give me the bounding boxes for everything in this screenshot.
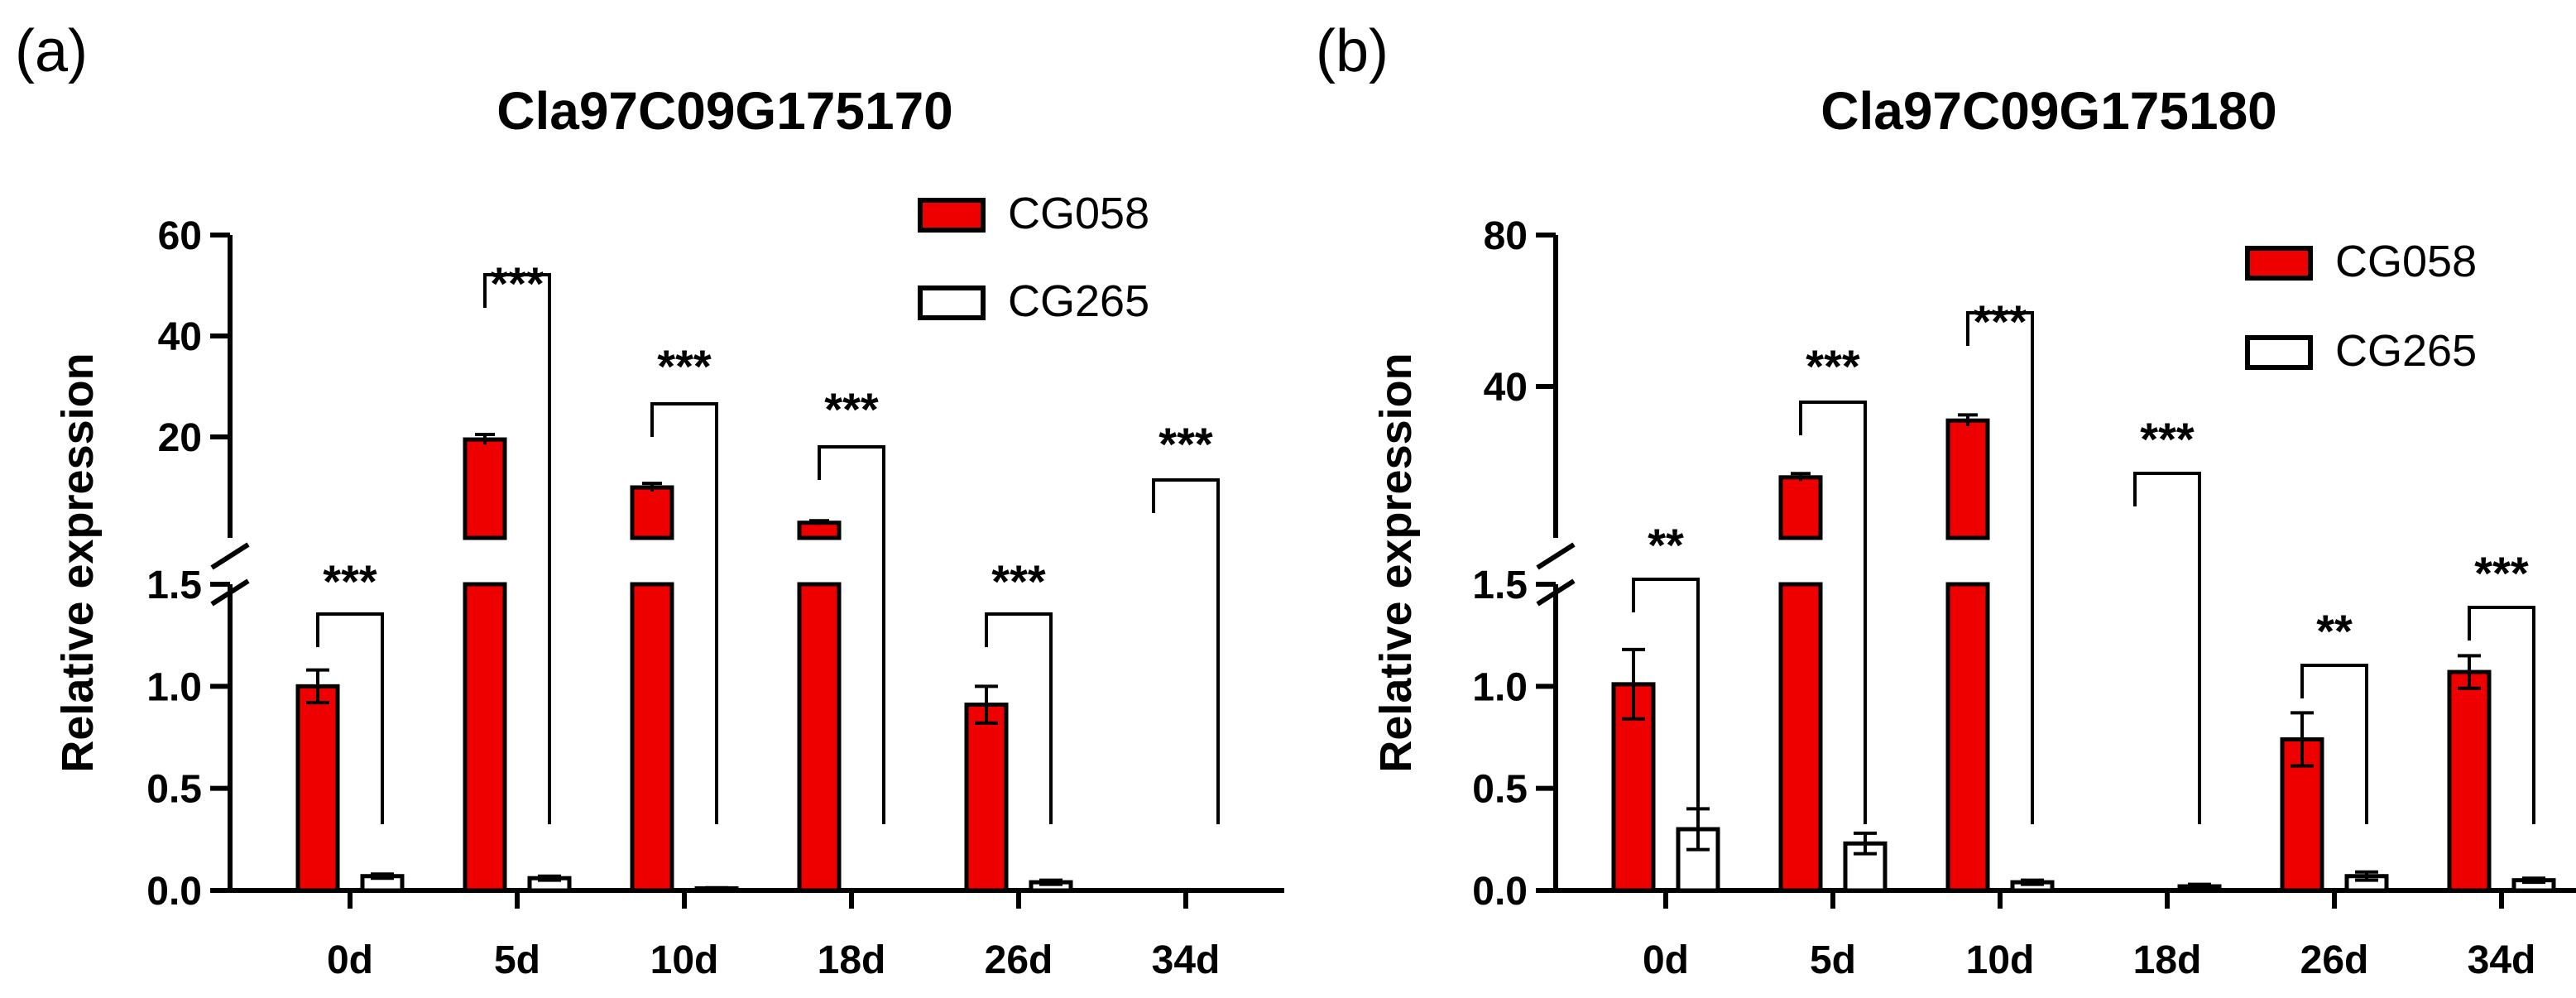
chart-title: Cla97C09G175180 (1820, 81, 2277, 141)
y-tick-label: 1.0 (146, 665, 202, 709)
legend-label: CG265 (1008, 276, 1149, 326)
axis-break-mark (1536, 578, 1576, 607)
significance-label: *** (991, 555, 1046, 607)
significance-label: *** (1806, 340, 1860, 392)
bar-cg058 (630, 582, 674, 893)
y-tick-label: 1.5 (1472, 564, 1528, 607)
bar-cg058 (630, 485, 674, 540)
legend-label: CG058 (1008, 189, 1149, 238)
y-tick-label: 0.5 (1472, 768, 1528, 812)
bar-cg058 (2447, 669, 2492, 893)
bar-cg058 (797, 582, 842, 893)
significance-label: *** (2140, 413, 2195, 465)
significance-label: *** (1973, 295, 2027, 348)
y-tick-label: 0.0 (146, 870, 202, 914)
x-tick-label: 34d (2468, 938, 2536, 982)
y-tick-label: 1.5 (146, 564, 202, 607)
y-tick-label: 1.0 (1472, 665, 1528, 709)
axis-break-mark (210, 578, 250, 607)
x-tick-label: 26d (985, 938, 1053, 982)
significance-bracket (1799, 401, 1867, 824)
significance-label: *** (323, 555, 377, 607)
significance-label: *** (824, 383, 879, 435)
bar-cg058 (1778, 582, 1823, 893)
x-tick-label: 34d (1152, 938, 1221, 982)
x-tick-label: 0d (327, 938, 373, 982)
bar-cg058 (797, 521, 842, 540)
legend-label: CG265 (2335, 326, 2477, 376)
significance-label: *** (2474, 547, 2529, 599)
x-tick-label: 5d (494, 938, 540, 982)
significance-label: ** (2316, 605, 2353, 657)
bar-cg058 (1778, 475, 1823, 540)
y-tick-label: 0.0 (1472, 870, 1528, 914)
significance-bracket (316, 612, 384, 824)
x-tick-label: 10d (1966, 938, 2035, 982)
significance-label: *** (1158, 418, 1213, 470)
legend-label: CG058 (2335, 237, 2477, 286)
bar-cg058 (295, 684, 340, 893)
significance-bracket (2133, 472, 2201, 824)
legend-swatch-cg265 (2245, 335, 2313, 370)
significance-label: *** (657, 340, 712, 392)
x-tick-label: 18d (818, 938, 886, 982)
y-axis-title: Relative expression (1371, 353, 1421, 772)
bar-cg058 (463, 582, 507, 893)
axis-break-mark (210, 542, 250, 570)
bar-cg058 (1945, 582, 1990, 893)
y-tick-label: 20 (158, 416, 202, 460)
y-tick-label: 60 (158, 214, 202, 258)
x-tick-label: 26d (2300, 938, 2369, 982)
x-tick-label: 18d (2133, 938, 2202, 982)
significance-bracket (1966, 311, 2034, 824)
y-axis-title: Relative expression (53, 353, 103, 772)
y-tick-label: 0.5 (146, 768, 202, 812)
bar-cg058 (964, 703, 1009, 893)
significance-bracket (1632, 578, 1700, 824)
x-tick-label: 0d (1643, 938, 1689, 982)
bar-cg058 (1945, 418, 1990, 540)
y-tick-label: 80 (1484, 214, 1528, 258)
significance-bracket (2300, 664, 2368, 824)
significance-label: *** (490, 257, 544, 309)
significance-bracket (483, 273, 551, 824)
chart-title: Cla97C09G175170 (496, 81, 953, 141)
axis-break-mark (1536, 542, 1576, 570)
y-tick-label: 40 (1484, 366, 1528, 410)
x-tick-label: 5d (1810, 938, 1856, 982)
significance-bracket (650, 402, 718, 824)
y-tick-label: 40 (158, 315, 202, 359)
significance-bracket (985, 612, 1053, 824)
legend-swatch-cg265 (918, 285, 986, 320)
legend-swatch-cg058 (2245, 246, 2313, 281)
panel-label: (a) (15, 18, 88, 84)
significance-bracket (1152, 478, 1220, 824)
bar-cg058 (463, 437, 507, 540)
significance-bracket (818, 445, 885, 824)
significance-label: ** (1648, 519, 1684, 571)
legend-swatch-cg058 (918, 198, 986, 233)
x-tick-label: 10d (650, 938, 719, 982)
significance-bracket (2468, 606, 2535, 824)
panel-label: (b) (1316, 18, 1389, 84)
